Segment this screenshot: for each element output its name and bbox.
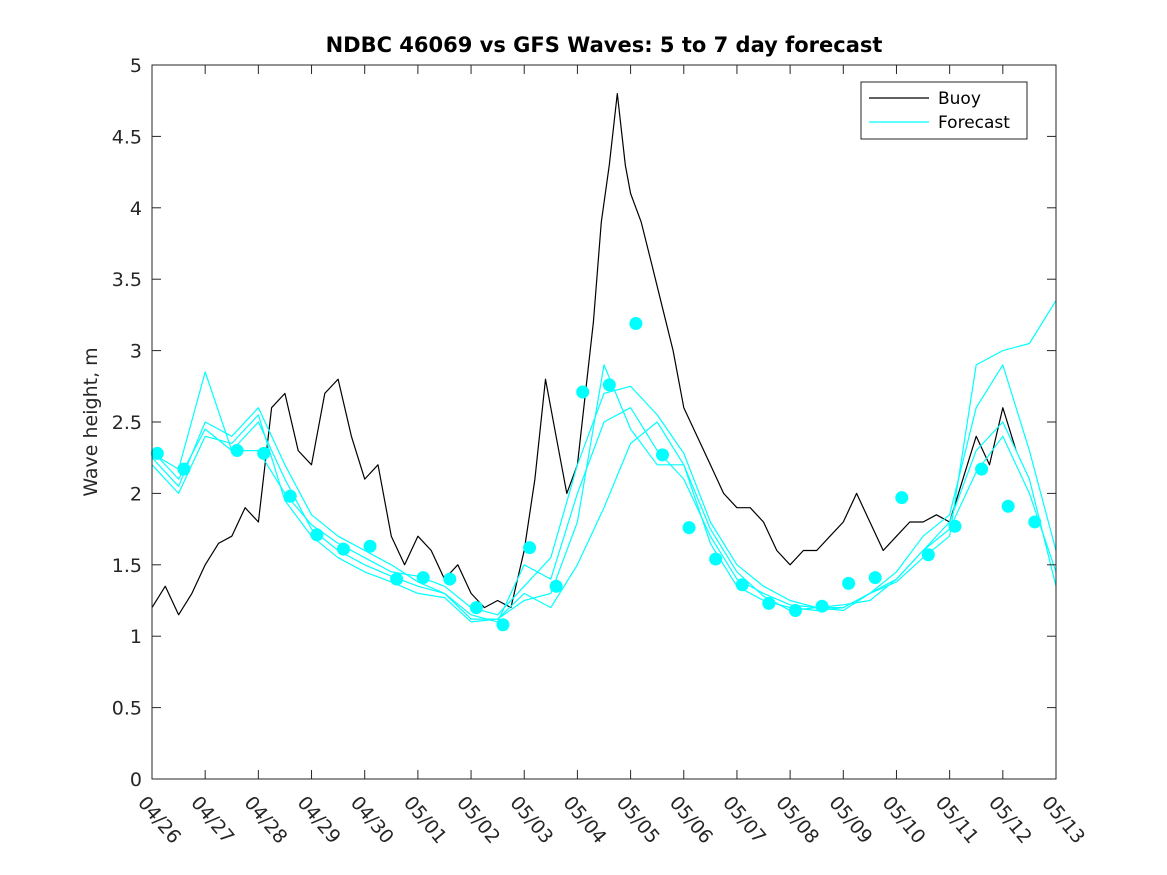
x-tick-label: 05/01 [399, 792, 451, 848]
forecast-series-line-2 [151, 364, 1057, 623]
y-tick-label: 0.5 [112, 698, 142, 720]
forecast-marker [709, 552, 723, 566]
forecast-marker [948, 519, 962, 533]
x-tick-label: 05/13 [1037, 792, 1089, 848]
forecast-marker [283, 489, 297, 503]
forecast-marker [735, 578, 749, 592]
forecast-marker [1001, 499, 1015, 513]
y-axis-ticks: 0 0.5 1 1.5 2 2.5 3 3.5 4 4.5 5 [112, 55, 1056, 791]
forecast-marker [602, 378, 616, 392]
chart-title: NDBC 46069 vs GFS Waves: 5 to 7 day fore… [326, 33, 883, 57]
forecast-series-line-3 [151, 364, 1057, 620]
forecast-marker [1028, 515, 1042, 529]
y-tick-label: 4.5 [112, 126, 142, 148]
marker-group [150, 316, 1042, 632]
forecast-marker [443, 572, 457, 586]
forecast-marker [868, 571, 882, 585]
forecast-marker [682, 521, 696, 535]
x-tick-label: 04/30 [346, 792, 398, 848]
x-tick-label: 04/26 [133, 792, 185, 848]
x-tick-label: 04/28 [240, 792, 292, 848]
forecast-marker [655, 448, 669, 462]
x-tick-label: 05/10 [878, 792, 930, 848]
forecast-marker [230, 444, 244, 458]
x-tick-label: 04/27 [186, 792, 238, 848]
forecast-marker [576, 385, 590, 399]
y-tick-label: 3 [130, 341, 142, 363]
forecast-marker [975, 462, 989, 476]
y-tick-label: 1 [130, 626, 142, 648]
y-tick-label: 3.5 [112, 269, 142, 291]
x-tick-label: 05/07 [718, 792, 770, 848]
forecast-marker [177, 462, 191, 476]
x-tick-label: 05/02 [452, 792, 504, 848]
forecast-marker [469, 601, 483, 615]
x-tick-label: 04/29 [293, 792, 345, 848]
forecast-series-line-4 [151, 300, 1057, 623]
forecast-marker [895, 491, 909, 505]
forecast-marker [549, 579, 563, 593]
forecast-marker [390, 572, 404, 586]
forecast-marker [762, 596, 776, 610]
forecast-marker [629, 316, 643, 330]
x-tick-label: 05/11 [931, 792, 983, 848]
forecast-marker [921, 548, 935, 562]
forecast-marker [310, 528, 324, 542]
x-tick-label: 05/04 [559, 792, 611, 848]
legend-box [860, 81, 1028, 140]
y-tick-label: 0 [130, 769, 142, 791]
series-group [151, 92, 1057, 623]
buoy-series-line [151, 92, 1017, 616]
legend: Buoy Forecast [860, 81, 1028, 140]
forecast-marker [150, 446, 164, 460]
forecast-marker [257, 446, 271, 460]
y-tick-label: 1.5 [112, 555, 142, 577]
forecast-marker [363, 539, 377, 553]
x-tick-label: 05/08 [771, 792, 823, 848]
forecast-marker [523, 541, 537, 555]
x-tick-label: 05/03 [505, 792, 557, 848]
y-tick-label: 5 [130, 55, 142, 77]
forecast-marker [416, 571, 430, 585]
x-tick-label: 05/05 [612, 792, 664, 848]
y-axis-label: Wave height, m [80, 347, 102, 496]
legend-label-forecast: Forecast [938, 113, 1010, 133]
y-tick-label: 4 [130, 198, 142, 220]
x-tick-label: 05/12 [984, 792, 1036, 848]
forecast-marker [815, 599, 829, 613]
y-tick-label: 2.5 [112, 412, 142, 434]
x-tick-label: 05/09 [824, 792, 876, 848]
forecast-marker [842, 576, 856, 590]
forecast-marker [496, 618, 510, 632]
legend-label-buoy: Buoy [938, 89, 981, 109]
x-tick-label: 05/06 [665, 792, 717, 848]
forecast-marker [336, 542, 350, 556]
forecast-marker [788, 603, 802, 617]
y-tick-label: 2 [130, 483, 142, 505]
